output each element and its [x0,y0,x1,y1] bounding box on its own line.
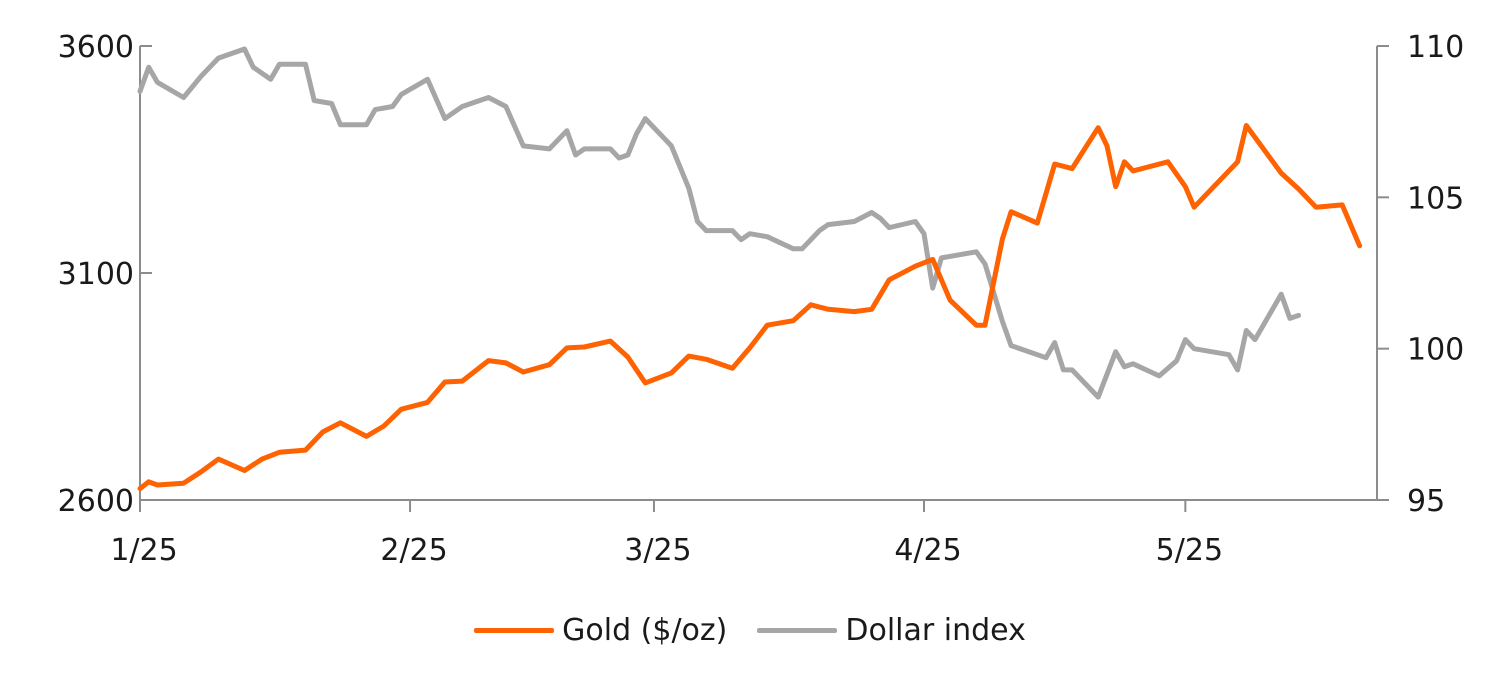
x-tick-label: 4/25 [894,533,961,568]
left-tick-label: 3600 [58,30,134,65]
series-lines [137,46,1363,492]
right-tick-label: 100 [1407,333,1464,368]
legend-swatch-gold [474,627,555,633]
legend-label-dollar-index: Dollar index [845,612,1026,648]
left-tick-label: 2600 [58,484,134,519]
x-tick-label: 5/25 [1156,533,1223,568]
legend-swatch-dollar-index [757,627,838,633]
x-tick-label: 3/25 [624,533,691,568]
right-tick-label: 110 [1407,30,1464,65]
legend-item-dollar-index: Dollar index [757,612,1026,648]
left-y-axis: 2600 3100 3600 [58,30,152,519]
right-tick-label: 95 [1407,484,1445,519]
x-tick-label: 2/25 [380,533,447,568]
right-y-axis: 95 100 105 110 [1376,30,1464,519]
legend-label-gold: Gold ($/oz) [562,612,728,648]
legend: Gold ($/oz) Dollar index [0,602,1500,658]
right-tick-label: 105 [1407,181,1464,216]
x-tick-label: 1/25 [110,533,177,568]
left-tick-label: 3100 [58,257,134,292]
series-line-gold [137,123,1363,492]
x-axis: 1/25 2/25 3/25 4/25 5/25 [110,499,1377,568]
legend-item-gold: Gold ($/oz) [474,613,727,648]
series-line-dollar-index [137,46,1302,400]
